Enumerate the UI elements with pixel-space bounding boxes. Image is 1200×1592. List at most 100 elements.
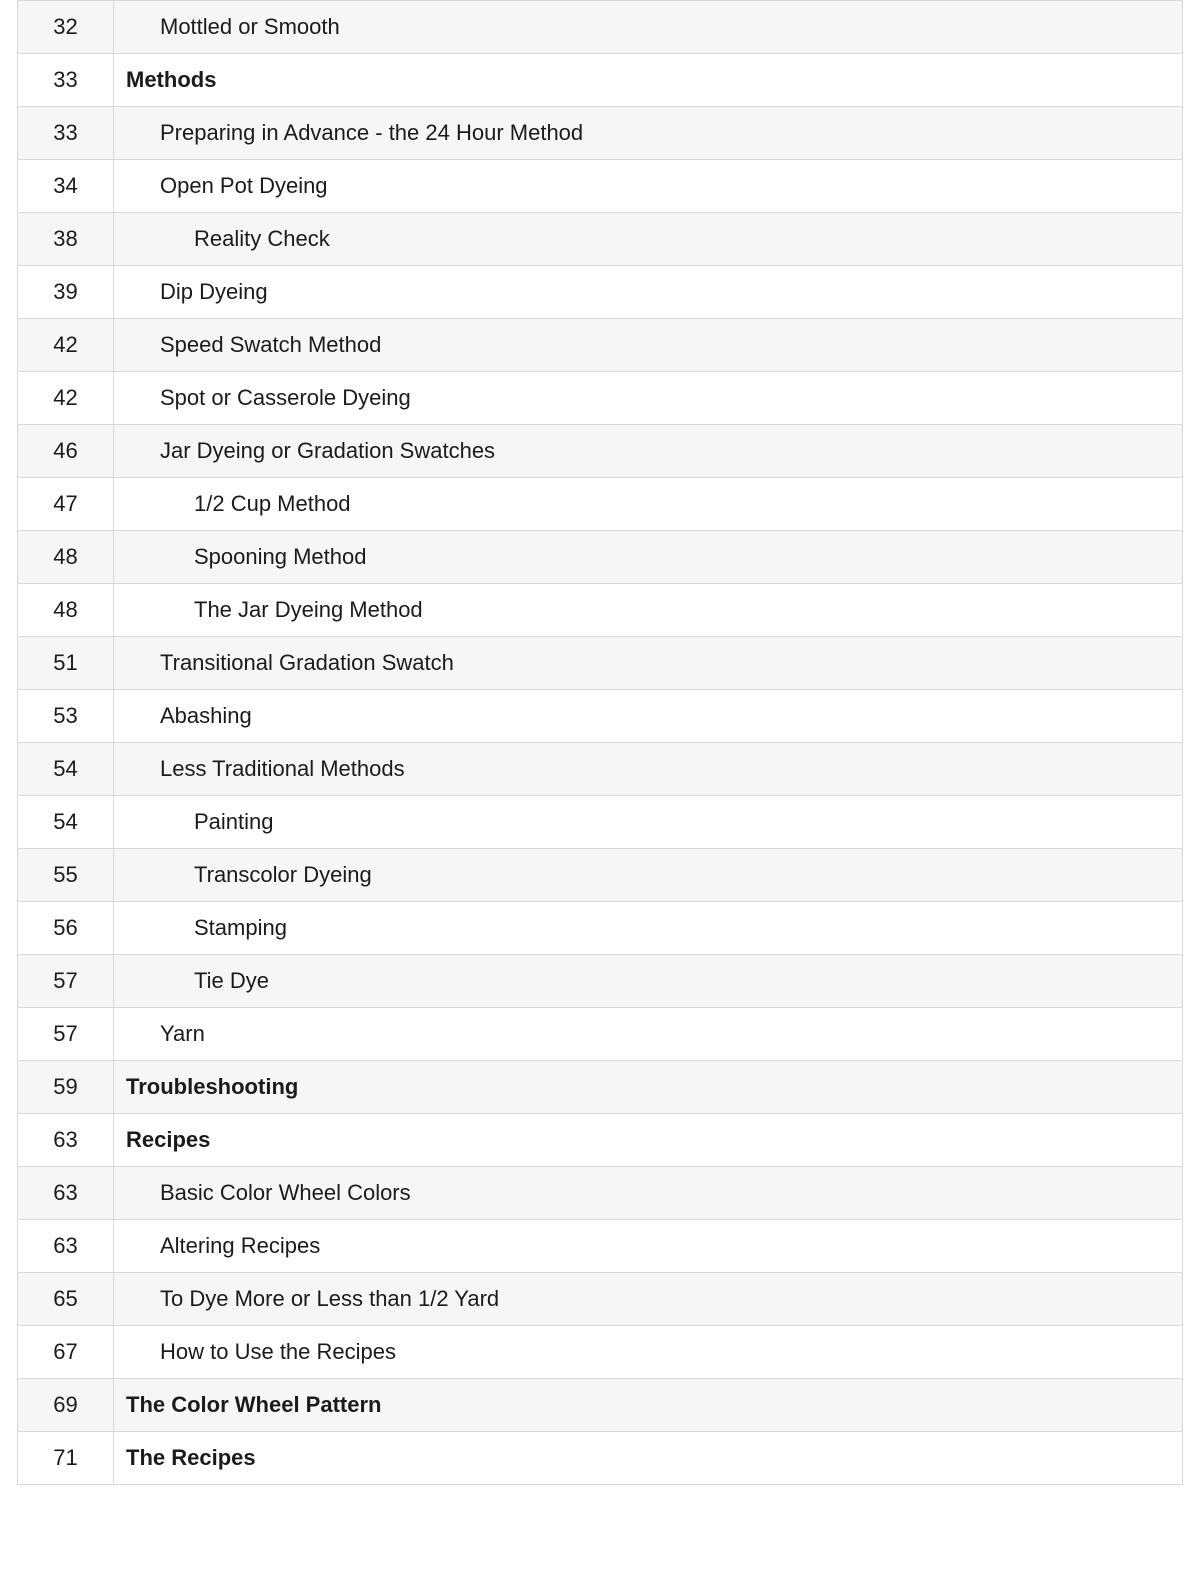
toc-row: 38 Reality Check xyxy=(18,213,1183,266)
toc-page-number: 33 xyxy=(18,54,114,107)
toc-page-number: 65 xyxy=(18,1273,114,1326)
toc-row: 63 Recipes xyxy=(18,1114,1183,1167)
toc-title: The Jar Dyeing Method xyxy=(126,596,423,624)
toc-title-cell: Dip Dyeing xyxy=(114,266,1183,319)
toc-page-number: 59 xyxy=(18,1061,114,1114)
toc-title-cell: Stamping xyxy=(114,902,1183,955)
toc-title: Abashing xyxy=(126,702,252,730)
toc-title: Mottled or Smooth xyxy=(126,13,340,41)
toc-title-cell: Transitional Gradation Swatch xyxy=(114,637,1183,690)
toc-row: 57 Tie Dye xyxy=(18,955,1183,1008)
toc-page-number: 51 xyxy=(18,637,114,690)
toc-page-number: 67 xyxy=(18,1326,114,1379)
toc-title-cell: Spot or Casserole Dyeing xyxy=(114,372,1183,425)
toc-title: Spot or Casserole Dyeing xyxy=(126,384,411,412)
toc-row: 53 Abashing xyxy=(18,690,1183,743)
toc-row: 471/2 Cup Method xyxy=(18,478,1183,531)
toc-title: Less Traditional Methods xyxy=(126,755,405,783)
toc-body: 32 Mottled or Smooth 33 Methods 33 Preparing … xyxy=(18,1,1183,1485)
toc-title: Painting xyxy=(126,808,274,836)
toc-title-cell: Methods xyxy=(114,54,1183,107)
toc-page-number: 42 xyxy=(18,319,114,372)
toc-title: How to Use the Recipes xyxy=(126,1338,396,1366)
toc-title: To Dye More or Less than 1/2 Yard xyxy=(126,1285,499,1313)
toc-row: 39Dip Dyeing xyxy=(18,266,1183,319)
toc-page-number: 63 xyxy=(18,1114,114,1167)
toc-title-cell: 1/2 Cup Method xyxy=(114,478,1183,531)
toc-title-cell: Spooning Method xyxy=(114,531,1183,584)
toc-page-number: 38 xyxy=(18,213,114,266)
toc-row: 34 Open Pot Dyeing xyxy=(18,160,1183,213)
toc-title: Troubleshooting xyxy=(126,1073,298,1101)
toc-page-number: 55 xyxy=(18,849,114,902)
toc-page-number: 53 xyxy=(18,690,114,743)
toc-title: Reality Check xyxy=(126,225,330,253)
toc-title-cell: Speed Swatch Method xyxy=(114,319,1183,372)
toc-title: 1/2 Cup Method xyxy=(126,490,351,518)
toc-title: Jar Dyeing or Gradation Swatches xyxy=(126,437,495,465)
toc-row: 42 Spot or Casserole Dyeing xyxy=(18,372,1183,425)
toc-title-cell: To Dye More or Less than 1/2 Yard xyxy=(114,1273,1183,1326)
toc-page-number: 54 xyxy=(18,743,114,796)
toc-row: 33 Preparing in Advance - the 24 Hour Met… xyxy=(18,107,1183,160)
toc-page-number: 71 xyxy=(18,1432,114,1485)
toc-title: Methods xyxy=(126,66,216,94)
toc-title: Tie Dye xyxy=(126,967,269,995)
toc-page-number: 48 xyxy=(18,584,114,637)
toc-row: 56 Stamping xyxy=(18,902,1183,955)
toc-row: 55 Transcolor Dyeing xyxy=(18,849,1183,902)
toc-title-cell: The Jar Dyeing Method xyxy=(114,584,1183,637)
toc-page-number: 42 xyxy=(18,372,114,425)
toc-page-number: 34 xyxy=(18,160,114,213)
toc-page-number: 32 xyxy=(18,1,114,54)
toc-page-number: 46 xyxy=(18,425,114,478)
toc-row: 71 The Recipes xyxy=(18,1432,1183,1485)
toc-page-number: 57 xyxy=(18,955,114,1008)
toc-page-number: 57 xyxy=(18,1008,114,1061)
toc-title-cell: Recipes xyxy=(114,1114,1183,1167)
toc-title: Recipes xyxy=(126,1126,210,1154)
toc-row: 54 Painting xyxy=(18,796,1183,849)
toc-row: 46 Jar Dyeing or Gradation Swatches xyxy=(18,425,1183,478)
toc-title: Stamping xyxy=(126,914,287,942)
toc-row: 69The Color Wheel Pattern xyxy=(18,1379,1183,1432)
toc-row: 51 Transitional Gradation Swatch xyxy=(18,637,1183,690)
toc-title-cell: Open Pot Dyeing xyxy=(114,160,1183,213)
toc-title-cell: Jar Dyeing or Gradation Swatches xyxy=(114,425,1183,478)
toc-title: Transitional Gradation Swatch xyxy=(126,649,454,677)
toc-title-cell: Altering Recipes xyxy=(114,1220,1183,1273)
toc-title: Open Pot Dyeing xyxy=(126,172,328,200)
toc-title-cell: Painting xyxy=(114,796,1183,849)
toc-title-cell: The Color Wheel Pattern xyxy=(114,1379,1183,1432)
toc-row: 59 Troubleshooting xyxy=(18,1061,1183,1114)
toc-row: 67 How to Use the Recipes xyxy=(18,1326,1183,1379)
toc-title-cell: Yarn xyxy=(114,1008,1183,1061)
toc-row: 32 Mottled or Smooth xyxy=(18,1,1183,54)
toc-page-number: 33 xyxy=(18,107,114,160)
toc-title-cell: Transcolor Dyeing xyxy=(114,849,1183,902)
toc-page-number: 39 xyxy=(18,266,114,319)
toc-title-cell: The Recipes xyxy=(114,1432,1183,1485)
toc-title-cell: Tie Dye xyxy=(114,955,1183,1008)
toc-row: 65 To Dye More or Less than 1/2 Yard xyxy=(18,1273,1183,1326)
toc-title-cell: How to Use the Recipes xyxy=(114,1326,1183,1379)
toc-title-cell: Less Traditional Methods xyxy=(114,743,1183,796)
toc-title-cell: Reality Check xyxy=(114,213,1183,266)
toc-title: Speed Swatch Method xyxy=(126,331,381,359)
toc-row: 33 Methods xyxy=(18,54,1183,107)
toc-title: The Color Wheel Pattern xyxy=(126,1391,381,1419)
toc-title: Transcolor Dyeing xyxy=(126,861,372,889)
toc-title-cell: Preparing in Advance - the 24 Hour Metho… xyxy=(114,107,1183,160)
toc-row: 48Spooning Method xyxy=(18,531,1183,584)
toc-page-number: 63 xyxy=(18,1220,114,1273)
toc-title: The Recipes xyxy=(126,1444,256,1472)
toc-page-number: 56 xyxy=(18,902,114,955)
toc-row: 63Altering Recipes xyxy=(18,1220,1183,1273)
toc-title: Spooning Method xyxy=(126,543,366,571)
toc-title-cell: Mottled or Smooth xyxy=(114,1,1183,54)
toc-page-number: 63 xyxy=(18,1167,114,1220)
toc-title: Yarn xyxy=(126,1020,205,1048)
toc-title: Preparing in Advance - the 24 Hour Metho… xyxy=(126,119,583,147)
toc-page-number: 54 xyxy=(18,796,114,849)
toc-row: 42 Speed Swatch Method xyxy=(18,319,1183,372)
